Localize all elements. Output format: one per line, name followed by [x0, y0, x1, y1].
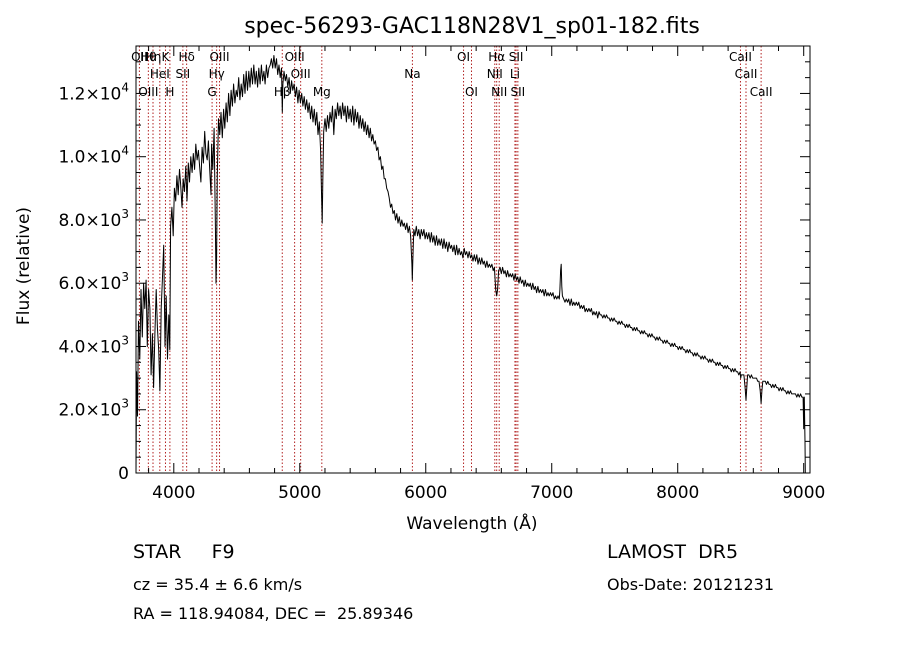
plot-frame	[135, 45, 811, 474]
y-tick-mantissa: 2.0×10	[58, 401, 121, 421]
y-axis: 02.0×1034.0×1036.0×1038.0×1031.0×1041.2×…	[58, 61, 810, 484]
x-axis-label: Wavelength (Å)	[406, 512, 537, 534]
line-label: Li	[510, 67, 520, 81]
y-tick-mantissa: 0	[118, 464, 129, 484]
line-label: NII	[487, 67, 503, 81]
x-tick-label: 4000	[152, 483, 195, 503]
y-tick-mantissa: 4.0×10	[58, 337, 121, 357]
survey-label: LAMOST DR5	[607, 541, 739, 563]
y-tick-exponent: 3	[121, 270, 129, 284]
y-tick-mantissa: 6.0×10	[58, 274, 121, 294]
line-label: CaII	[750, 85, 773, 99]
line-label: SII	[176, 67, 191, 81]
y-tick-mantissa: 1.0×10	[58, 148, 121, 168]
redshift-cz: cz = 35.4 ± 6.6 km/s	[133, 575, 303, 594]
line-label: CaII	[735, 67, 758, 81]
line-label: OI	[457, 50, 470, 64]
y-axis-label: Flux (relative)	[14, 207, 34, 325]
x-tick-label: 6000	[404, 483, 447, 503]
y-tick-label: 1.2×104	[58, 80, 129, 104]
line-label: SII	[510, 85, 525, 99]
y-tick-mantissa: 8.0×10	[58, 211, 121, 231]
y-tick-label: 8.0×103	[58, 207, 129, 231]
y-tick-exponent: 4	[121, 144, 129, 158]
spectral-line-labels: OIIHθOIIIHηHeIKHSIIHδGHγOIIIHβOIIIOIIIMg…	[131, 50, 772, 99]
line-label: H	[165, 85, 174, 99]
line-label: OIII	[291, 67, 311, 81]
line-label: OI	[465, 85, 478, 99]
line-label: OIII	[138, 85, 158, 99]
y-tick-exponent: 3	[121, 207, 129, 221]
line-label: CaII	[729, 50, 752, 64]
y-tick-label: 1.0×104	[58, 144, 129, 168]
y-tick-exponent: 3	[121, 397, 129, 411]
line-label: K	[162, 50, 171, 64]
line-label: Hδ	[178, 50, 194, 64]
line-label: SII	[509, 50, 524, 64]
ra-dec-coordinates: RA = 118.94084, DEC = 25.89346	[133, 604, 414, 623]
line-label: Mg	[313, 85, 331, 99]
line-label: Hα	[488, 50, 505, 64]
y-tick-exponent: 4	[121, 80, 129, 94]
y-tick-label: 2.0×103	[58, 397, 129, 421]
spectrum-line	[135, 55, 806, 474]
spectral-line-markers	[138, 46, 762, 473]
line-label: Hη	[145, 50, 162, 64]
y-tick-exponent: 3	[121, 333, 129, 347]
y-tick-mantissa: 1.2×10	[58, 84, 121, 104]
line-label: Hθ	[140, 50, 156, 64]
object-class: STAR F9	[133, 541, 235, 563]
line-label: OII	[131, 50, 148, 64]
y-tick-label: 0	[118, 464, 129, 484]
y-tick-label: 6.0×103	[58, 270, 129, 294]
line-label: Hγ	[209, 67, 225, 81]
line-label: Na	[404, 67, 420, 81]
line-label: HeI	[150, 67, 170, 81]
chart-title: spec-56293-GAC118N28V1_sp01-182.fits	[244, 14, 700, 39]
line-label: NII	[491, 85, 507, 99]
line-label: G	[207, 85, 216, 99]
x-tick-label: 7000	[530, 483, 573, 503]
observation-date: Obs-Date: 20121231	[607, 575, 775, 594]
x-tick-label: 8000	[656, 483, 699, 503]
line-label: OIII	[285, 50, 305, 64]
y-tick-label: 4.0×103	[58, 333, 129, 357]
x-axis: 4000 5000 6000 7000 8000 9000	[148, 46, 825, 503]
x-tick-label: 9000	[782, 483, 825, 503]
x-tick-label: 5000	[278, 483, 321, 503]
line-label: OIII	[209, 50, 229, 64]
